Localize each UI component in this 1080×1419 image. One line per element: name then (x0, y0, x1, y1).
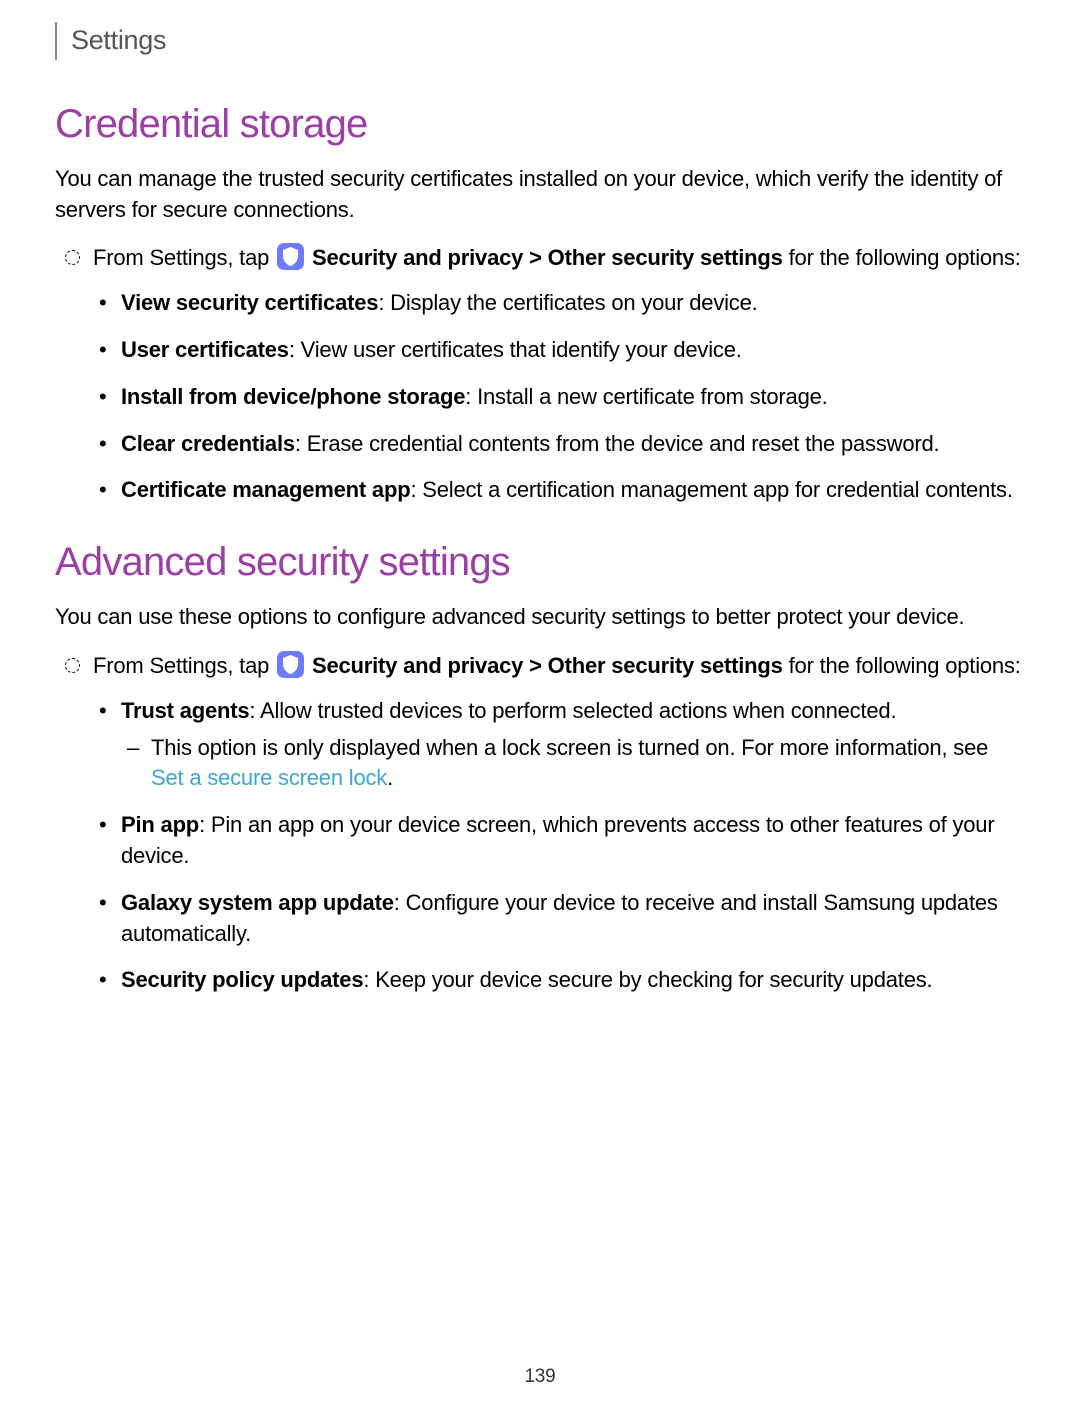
option-desc: : Allow trusted devices to perform selec… (249, 698, 896, 723)
link-secure-screen-lock[interactable]: Set a secure screen lock (151, 765, 387, 790)
heading-credential-storage: Credential storage (55, 96, 1025, 152)
list-item: Pin app: Pin an app on your device scree… (121, 810, 1025, 872)
list-item: Security policy updates: Keep your devic… (121, 965, 1025, 996)
breadcrumb: Settings (55, 22, 1025, 60)
instr-nav-path: Security and privacy > Other security se… (312, 653, 783, 678)
list-item: Clear credentials: Erase credential cont… (121, 429, 1025, 460)
option-term: Trust agents (121, 698, 249, 723)
instruction-credential-storage: From Settings, tap Security and privacy … (93, 243, 1025, 274)
option-term: Certificate management app (121, 477, 410, 502)
option-desc: : Erase credential contents from the dev… (295, 431, 940, 456)
instr-pre-text: From Settings, tap (93, 245, 269, 270)
list-item: Trust agents: Allow trusted devices to p… (121, 696, 1025, 794)
heading-advanced-security: Advanced security settings (55, 534, 1025, 590)
intro-advanced-security: You can use these options to configure a… (55, 602, 1025, 633)
list-item: Certificate management app: Select a cer… (121, 475, 1025, 506)
option-term: Install from device/phone storage (121, 384, 465, 409)
instr-post-text: for the following options: (789, 245, 1021, 270)
instr-post-text: for the following options: (789, 653, 1021, 678)
option-term: User certificates (121, 337, 289, 362)
sub-list: This option is only displayed when a loc… (151, 733, 1025, 795)
list-item: Install from device/phone storage: Insta… (121, 382, 1025, 413)
list-item: User certificates: View user certificate… (121, 335, 1025, 366)
options-list-advanced-security: Trust agents: Allow trusted devices to p… (121, 696, 1025, 996)
option-term: Pin app (121, 812, 199, 837)
option-term: Clear credentials (121, 431, 295, 456)
option-term: Galaxy system app update (121, 890, 394, 915)
sub-note-pre: This option is only displayed when a loc… (151, 735, 988, 760)
options-list-credential-storage: View security certificates: Display the … (121, 288, 1025, 506)
option-term: View security certificates (121, 290, 378, 315)
option-desc: : Pin an app on your device screen, whic… (121, 812, 994, 868)
page-container: Settings Credential storage You can mana… (0, 22, 1080, 1419)
list-item: Galaxy system app update: Configure your… (121, 888, 1025, 950)
intro-credential-storage: You can manage the trusted security cert… (55, 164, 1025, 226)
option-desc: : View user certificates that identify y… (289, 337, 742, 362)
security-privacy-icon (277, 243, 304, 270)
option-desc: : Install a new certificate from storage… (465, 384, 827, 409)
option-desc: : Display the certificates on your devic… (378, 290, 757, 315)
sub-list-item: This option is only displayed when a loc… (151, 733, 1025, 795)
instruction-advanced-security: From Settings, tap Security and privacy … (93, 651, 1025, 682)
security-privacy-icon (277, 651, 304, 678)
option-term: Security policy updates (121, 967, 363, 992)
instr-pre-text: From Settings, tap (93, 653, 269, 678)
option-desc: : Select a certification management app … (410, 477, 1012, 502)
sub-note-post: . (387, 765, 393, 790)
instr-nav-path: Security and privacy > Other security se… (312, 245, 783, 270)
list-item: View security certificates: Display the … (121, 288, 1025, 319)
option-desc: : Keep your device secure by checking fo… (363, 967, 932, 992)
page-number: 139 (0, 1364, 1080, 1391)
